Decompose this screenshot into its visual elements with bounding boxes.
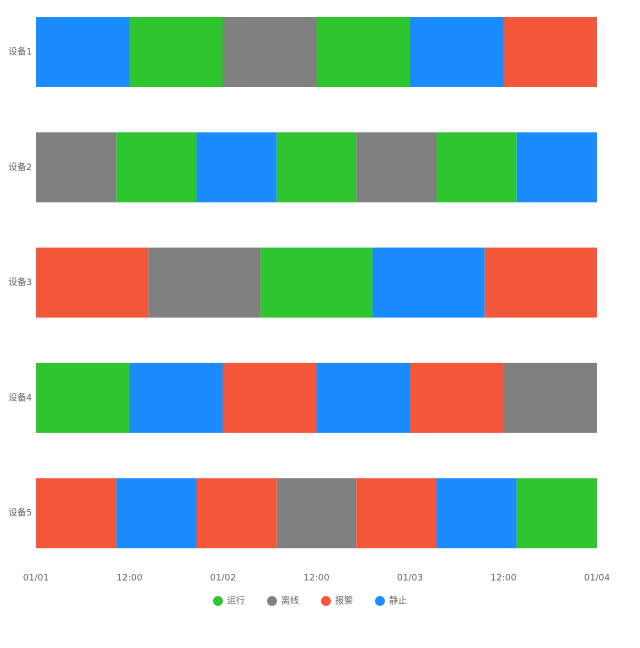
row-label: 设备3	[8, 276, 32, 288]
segment	[436, 478, 517, 549]
segment	[129, 17, 223, 87]
segment	[223, 17, 317, 87]
segment	[196, 132, 277, 203]
segment	[116, 478, 197, 549]
segment	[484, 247, 597, 318]
segment	[36, 17, 130, 87]
segment	[276, 132, 357, 203]
segment	[196, 478, 277, 549]
segment	[36, 478, 117, 549]
legend-label: 静止	[389, 595, 407, 607]
row-label: 设备5	[8, 507, 32, 519]
segment	[129, 362, 223, 433]
legend-label: 运行	[227, 595, 245, 607]
legend-label: 离线	[281, 595, 299, 607]
segment	[316, 17, 410, 87]
segment	[116, 132, 197, 203]
segment	[410, 362, 504, 433]
legend-marker	[375, 596, 385, 606]
segment	[410, 17, 504, 87]
segment	[316, 362, 410, 433]
segment	[356, 478, 437, 549]
legend-marker	[321, 596, 331, 606]
x-tick-label: 01/01	[23, 574, 49, 584]
x-tick-label: 01/03	[397, 574, 423, 584]
segment	[372, 247, 485, 318]
segment	[276, 478, 357, 549]
segment	[516, 478, 597, 549]
segment	[36, 247, 149, 318]
segment	[516, 132, 597, 203]
segment	[436, 132, 517, 203]
segment	[36, 362, 130, 433]
segment	[356, 132, 437, 203]
segment	[503, 17, 597, 87]
segment	[503, 362, 597, 433]
segment	[148, 247, 261, 318]
segment	[260, 247, 373, 318]
row-label: 设备2	[8, 161, 32, 173]
row-label: 设备4	[8, 391, 32, 403]
x-tick-label: 12:00	[491, 574, 517, 584]
x-tick-label: 01/02	[210, 574, 236, 584]
segment	[36, 132, 117, 203]
row-label: 设备1	[8, 46, 32, 58]
legend-label: 报警	[335, 595, 353, 607]
legend-marker	[267, 596, 277, 606]
legend-marker	[213, 596, 223, 606]
x-tick-label: 01/04	[584, 574, 610, 584]
x-tick-label: 12:00	[117, 574, 143, 584]
segment	[223, 362, 317, 433]
x-tick-label: 12:00	[304, 574, 330, 584]
